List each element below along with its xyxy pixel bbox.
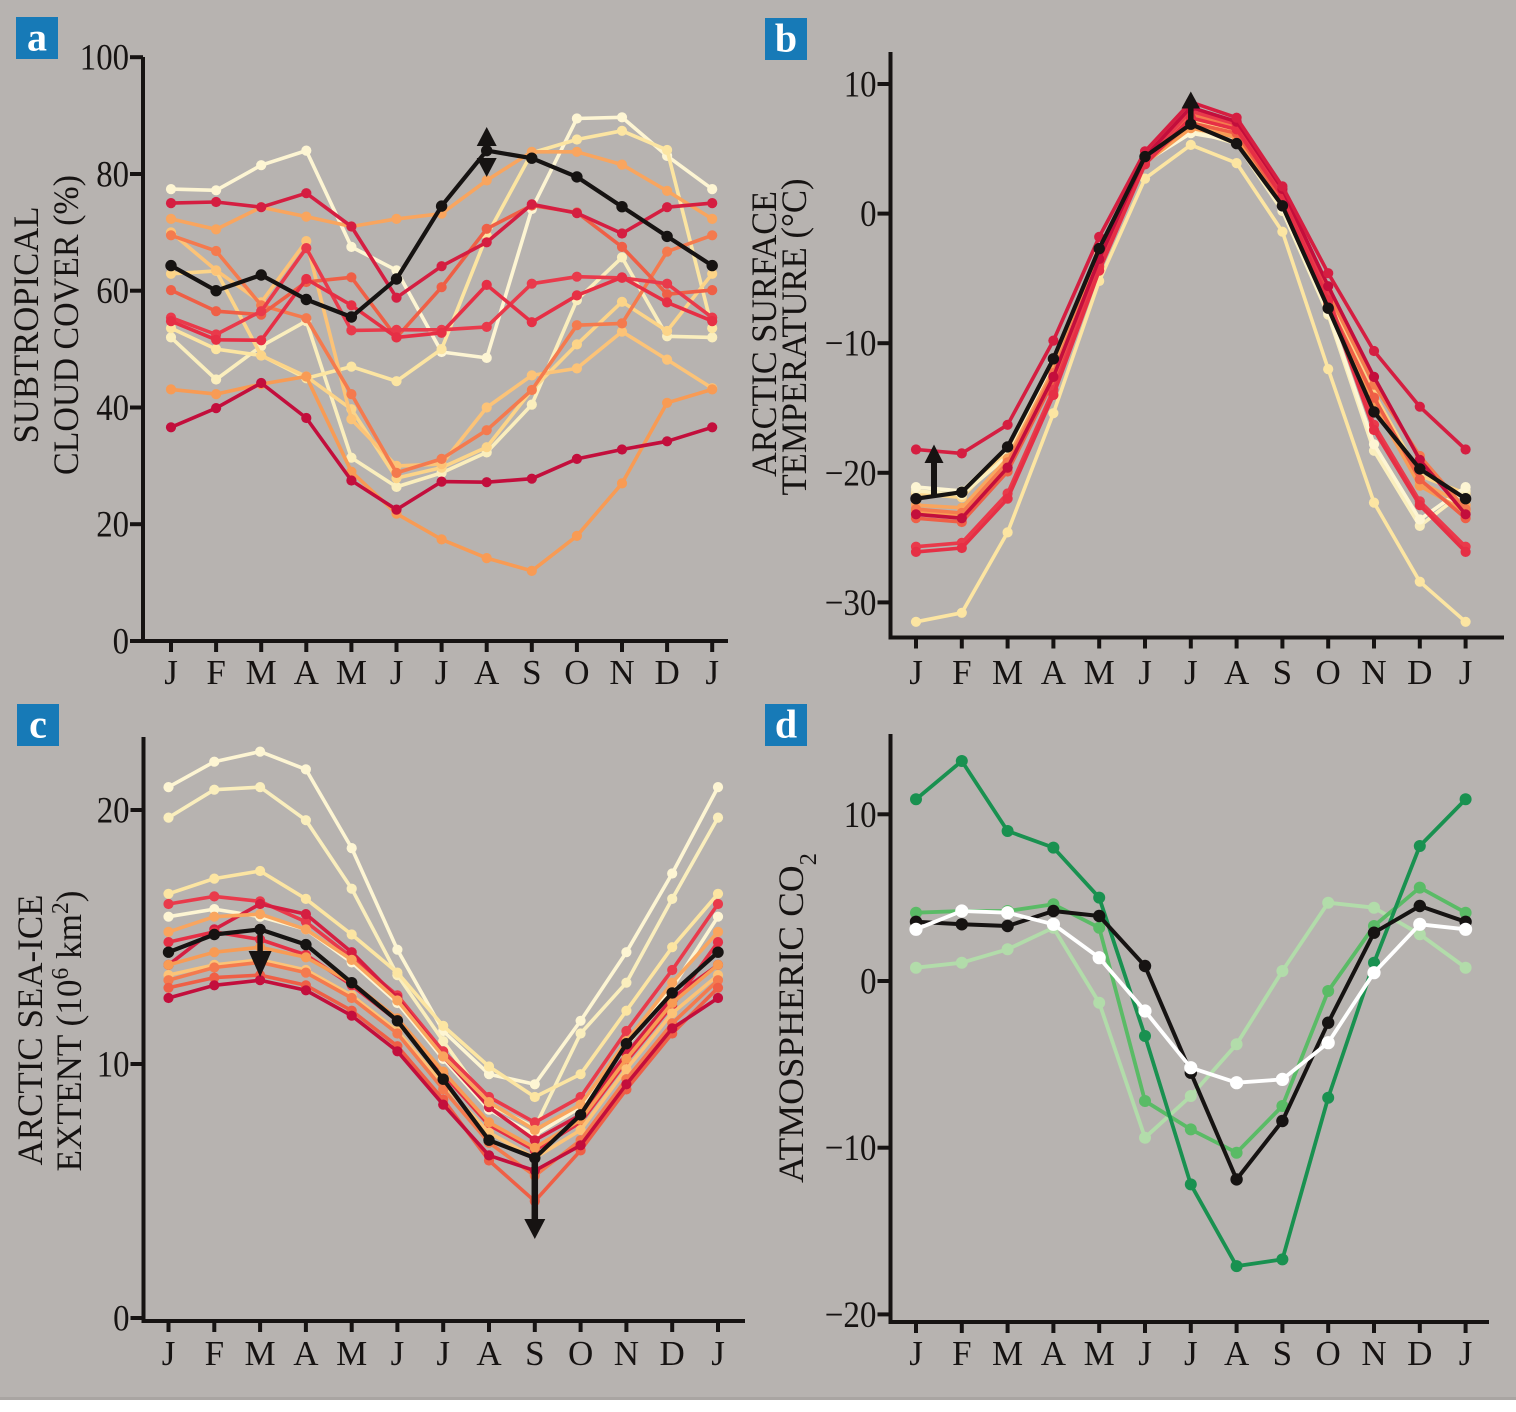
svg-text:CLOUD COVER (%): CLOUD COVER (%)	[46, 175, 86, 475]
svg-text:0: 0	[860, 194, 876, 235]
svg-text:J: J	[1459, 1334, 1473, 1373]
svg-text:A: A	[293, 1334, 319, 1373]
svg-text:O: O	[568, 1334, 593, 1373]
svg-text:10: 10	[844, 65, 877, 106]
svg-text:J: J	[711, 1334, 725, 1373]
svg-text:d: d	[775, 702, 797, 747]
svg-text:M: M	[336, 653, 367, 692]
svg-text:J: J	[391, 1334, 405, 1373]
svg-text:N: N	[614, 1334, 639, 1373]
svg-text:J: J	[435, 653, 449, 692]
svg-text:S: S	[1273, 1334, 1292, 1373]
svg-text:ARCTIC SEA-ICE: ARCTIC SEA-ICE	[10, 895, 50, 1166]
svg-text:A: A	[474, 653, 500, 692]
svg-text:N: N	[609, 653, 634, 692]
svg-text:a: a	[27, 15, 47, 60]
svg-text:D: D	[660, 1334, 685, 1373]
svg-text:O: O	[1316, 1334, 1341, 1373]
svg-text:J: J	[1138, 653, 1152, 692]
svg-text:−20: −20	[825, 1295, 877, 1336]
svg-text:TEMPERATURE (°C): TEMPERATURE (°C)	[774, 179, 814, 496]
svg-text:D: D	[654, 653, 679, 692]
svg-text:SUBTROPICAL: SUBTROPICAL	[6, 207, 46, 444]
svg-text:J: J	[390, 653, 404, 692]
svg-text:M: M	[336, 1334, 367, 1373]
svg-text:20: 20	[96, 505, 129, 546]
svg-text:M: M	[992, 1334, 1023, 1373]
svg-text:J: J	[1459, 653, 1473, 692]
svg-text:S: S	[522, 653, 541, 692]
svg-text:0: 0	[113, 622, 129, 663]
svg-text:F: F	[205, 1334, 224, 1373]
svg-text:0: 0	[113, 1299, 129, 1340]
svg-text:A: A	[476, 1334, 502, 1373]
svg-text:100: 100	[80, 38, 129, 79]
svg-text:J: J	[436, 1334, 450, 1373]
svg-text:A: A	[1041, 653, 1067, 692]
svg-text:EXTENT (106 km2): EXTENT (106 km2)	[48, 891, 89, 1172]
svg-text:J: J	[1184, 653, 1198, 692]
svg-text:−20: −20	[825, 453, 877, 494]
svg-text:D: D	[1407, 653, 1432, 692]
svg-text:−10: −10	[825, 324, 877, 365]
svg-text:10: 10	[97, 1045, 130, 1086]
svg-text:−10: −10	[825, 1128, 877, 1169]
svg-text:A: A	[1041, 1334, 1067, 1373]
svg-text:c: c	[29, 702, 47, 747]
svg-text:J: J	[909, 653, 923, 692]
svg-text:M: M	[992, 653, 1023, 692]
svg-text:−30: −30	[825, 583, 877, 624]
svg-text:J: J	[162, 1334, 176, 1373]
svg-text:ARCTIC SURFACE: ARCTIC SURFACE	[744, 191, 784, 477]
svg-text:M: M	[245, 1334, 276, 1373]
svg-text:D: D	[1407, 1334, 1432, 1373]
svg-text:S: S	[1273, 653, 1292, 692]
svg-text:80: 80	[96, 155, 129, 196]
svg-text:b: b	[775, 16, 797, 61]
svg-text:N: N	[1361, 1334, 1386, 1373]
svg-text:A: A	[1224, 653, 1250, 692]
svg-text:F: F	[952, 1334, 971, 1373]
svg-text:60: 60	[96, 271, 129, 312]
svg-text:A: A	[294, 653, 320, 692]
svg-text:O: O	[564, 653, 589, 692]
svg-text:0: 0	[860, 962, 876, 1003]
svg-text:A: A	[1224, 1334, 1250, 1373]
svg-text:40: 40	[96, 388, 129, 429]
svg-text:J: J	[705, 653, 719, 692]
svg-text:F: F	[206, 653, 225, 692]
svg-text:M: M	[246, 653, 277, 692]
svg-text:M: M	[1084, 653, 1115, 692]
svg-text:J: J	[164, 653, 178, 692]
svg-text:10: 10	[844, 795, 877, 836]
svg-text:O: O	[1316, 653, 1341, 692]
svg-text:N: N	[1361, 653, 1386, 692]
svg-text:M: M	[1084, 1334, 1115, 1373]
svg-text:F: F	[952, 653, 971, 692]
svg-text:J: J	[909, 1334, 923, 1373]
svg-text:S: S	[525, 1334, 544, 1373]
svg-text:J: J	[1184, 1334, 1198, 1373]
svg-text:J: J	[1138, 1334, 1152, 1373]
svg-text:20: 20	[97, 791, 130, 832]
